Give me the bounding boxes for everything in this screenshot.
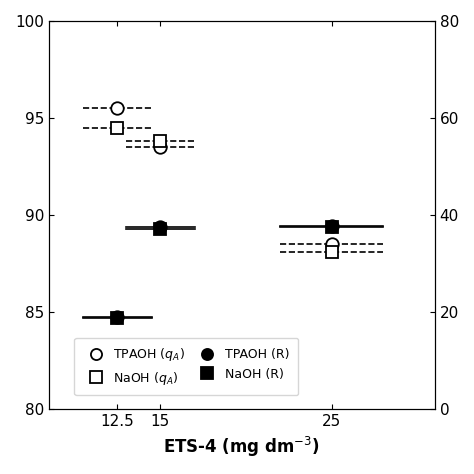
Legend: TPAOH ($q_A$), NaOH ($q_A$), TPAOH (R), NaOH (R): TPAOH ($q_A$), NaOH ($q_A$), TPAOH (R), …: [74, 337, 298, 395]
X-axis label: ETS-4 (mg dm$^{-3}$): ETS-4 (mg dm$^{-3}$): [164, 435, 320, 459]
